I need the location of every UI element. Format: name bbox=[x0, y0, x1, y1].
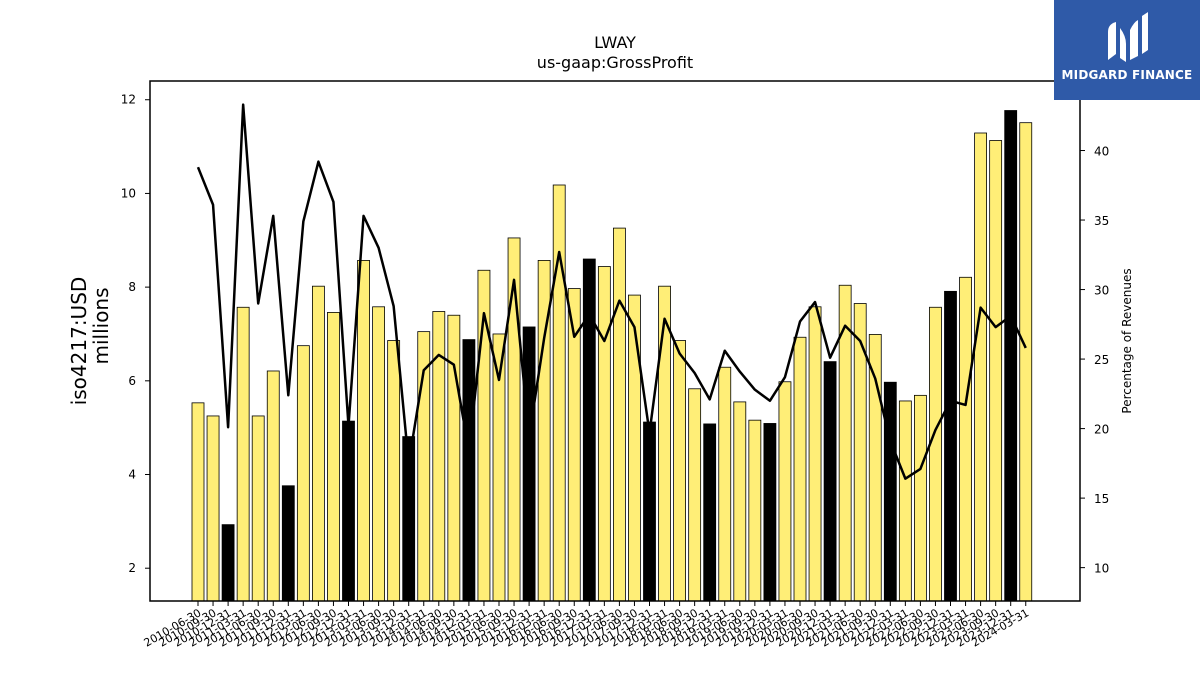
right-tick-label: 40 bbox=[1094, 145, 1109, 159]
right-tick-label: 15 bbox=[1094, 492, 1109, 506]
bar-2016-06-30 bbox=[552, 184, 566, 602]
right-tick-label: 35 bbox=[1094, 214, 1109, 228]
y-axis-label-right: Percentage of Revenues bbox=[1120, 268, 1134, 413]
left-tick-label: 12 bbox=[121, 93, 136, 107]
bar-2023-06-30 bbox=[974, 132, 987, 602]
brand-logo: MIDGARD FINANCE bbox=[1054, 0, 1200, 100]
right-tick-label: 25 bbox=[1094, 353, 1109, 367]
chart-title: LWAY bbox=[594, 33, 636, 52]
bar-2018-12-31 bbox=[703, 423, 717, 602]
bar-2019-06-30 bbox=[733, 401, 747, 602]
bar-2016-12-31 bbox=[582, 258, 596, 602]
bar-2020-12-31 bbox=[823, 361, 837, 602]
bar-2014-09-30 bbox=[447, 314, 461, 602]
left-tick-label: 4 bbox=[128, 468, 136, 482]
bar-2011-06-30 bbox=[251, 415, 265, 602]
left-tick-label: 10 bbox=[121, 186, 136, 200]
bar-2013-03-31 bbox=[357, 260, 370, 602]
bar-2010-09-30 bbox=[206, 415, 220, 602]
bar-2019-03-31 bbox=[718, 366, 732, 602]
bar-2011-12-31 bbox=[281, 485, 295, 602]
plot-area-frame bbox=[149, 80, 1081, 602]
bar-2020-03-31 bbox=[778, 381, 792, 602]
bar-2012-12-31 bbox=[342, 420, 355, 602]
bar-2020-09-30 bbox=[808, 306, 822, 602]
midgard-logo-icon bbox=[1108, 12, 1148, 62]
bar-2014-12-31 bbox=[462, 339, 476, 602]
bar-2022-03-31 bbox=[898, 400, 912, 602]
bar-2012-06-30 bbox=[311, 285, 325, 602]
bar-2019-09-30 bbox=[748, 419, 762, 602]
bar-2019-12-31 bbox=[763, 423, 777, 602]
bar-2017-06-30 bbox=[613, 227, 626, 602]
left-tick-label: 6 bbox=[128, 374, 136, 388]
percentage-line bbox=[196, 103, 1027, 480]
y-axis-label-left-1: iso4217:USD bbox=[67, 277, 91, 406]
x-axis: 2010-06-302010-09-302010-12-312011-03-31… bbox=[142, 601, 1031, 650]
brand-logo-text: MIDGARD FINANCE bbox=[1061, 68, 1193, 82]
right-tick-label: 10 bbox=[1094, 562, 1109, 576]
right-tick-label: 20 bbox=[1094, 423, 1109, 437]
left-y-axis: 2 4 6 8 10 12 bbox=[121, 93, 150, 575]
bar-2012-03-31 bbox=[296, 345, 310, 602]
bar-2023-09-30 bbox=[989, 140, 1003, 602]
bar-2021-12-31 bbox=[883, 381, 897, 602]
bar-2022-12-31 bbox=[944, 290, 957, 602]
bar-2017-03-31 bbox=[597, 266, 611, 602]
right-y-axis: 10 15 20 25 30 35 40 bbox=[1080, 145, 1109, 576]
bar-2013-06-30 bbox=[372, 306, 386, 602]
bar-2023-12-31 bbox=[1004, 110, 1018, 602]
bar-2022-09-30 bbox=[929, 306, 942, 602]
right-tick-label: 30 bbox=[1094, 284, 1109, 298]
bar-2018-03-31 bbox=[658, 285, 671, 602]
bar-2024-03-31 bbox=[1019, 122, 1033, 602]
bar-2017-12-31 bbox=[643, 421, 656, 602]
bar-2023-03-31 bbox=[959, 276, 972, 602]
bar-2020-06-30 bbox=[793, 336, 807, 602]
left-tick-label: 2 bbox=[128, 561, 136, 575]
line-series bbox=[196, 103, 1027, 480]
chart-subtitle: us-gaap:GrossProfit bbox=[537, 53, 693, 72]
bar-2021-09-30 bbox=[868, 334, 882, 602]
bar-series bbox=[191, 110, 1033, 602]
bar-2013-09-30 bbox=[387, 340, 401, 602]
bar-2010-12-31 bbox=[221, 524, 235, 602]
bar-2015-12-31 bbox=[522, 326, 536, 602]
bar-2017-09-30 bbox=[628, 294, 641, 602]
y-axis-label-left-2: millions bbox=[89, 287, 113, 364]
bar-2010-06-30 bbox=[191, 402, 205, 602]
bar-2018-09-30 bbox=[688, 388, 702, 602]
bar-2022-06-30 bbox=[914, 394, 927, 602]
left-tick-label: 8 bbox=[128, 280, 136, 294]
bar-2012-09-30 bbox=[327, 312, 340, 602]
bar-2018-06-30 bbox=[673, 340, 686, 602]
bar-2011-09-30 bbox=[266, 370, 280, 602]
bar-2011-03-31 bbox=[236, 306, 250, 602]
